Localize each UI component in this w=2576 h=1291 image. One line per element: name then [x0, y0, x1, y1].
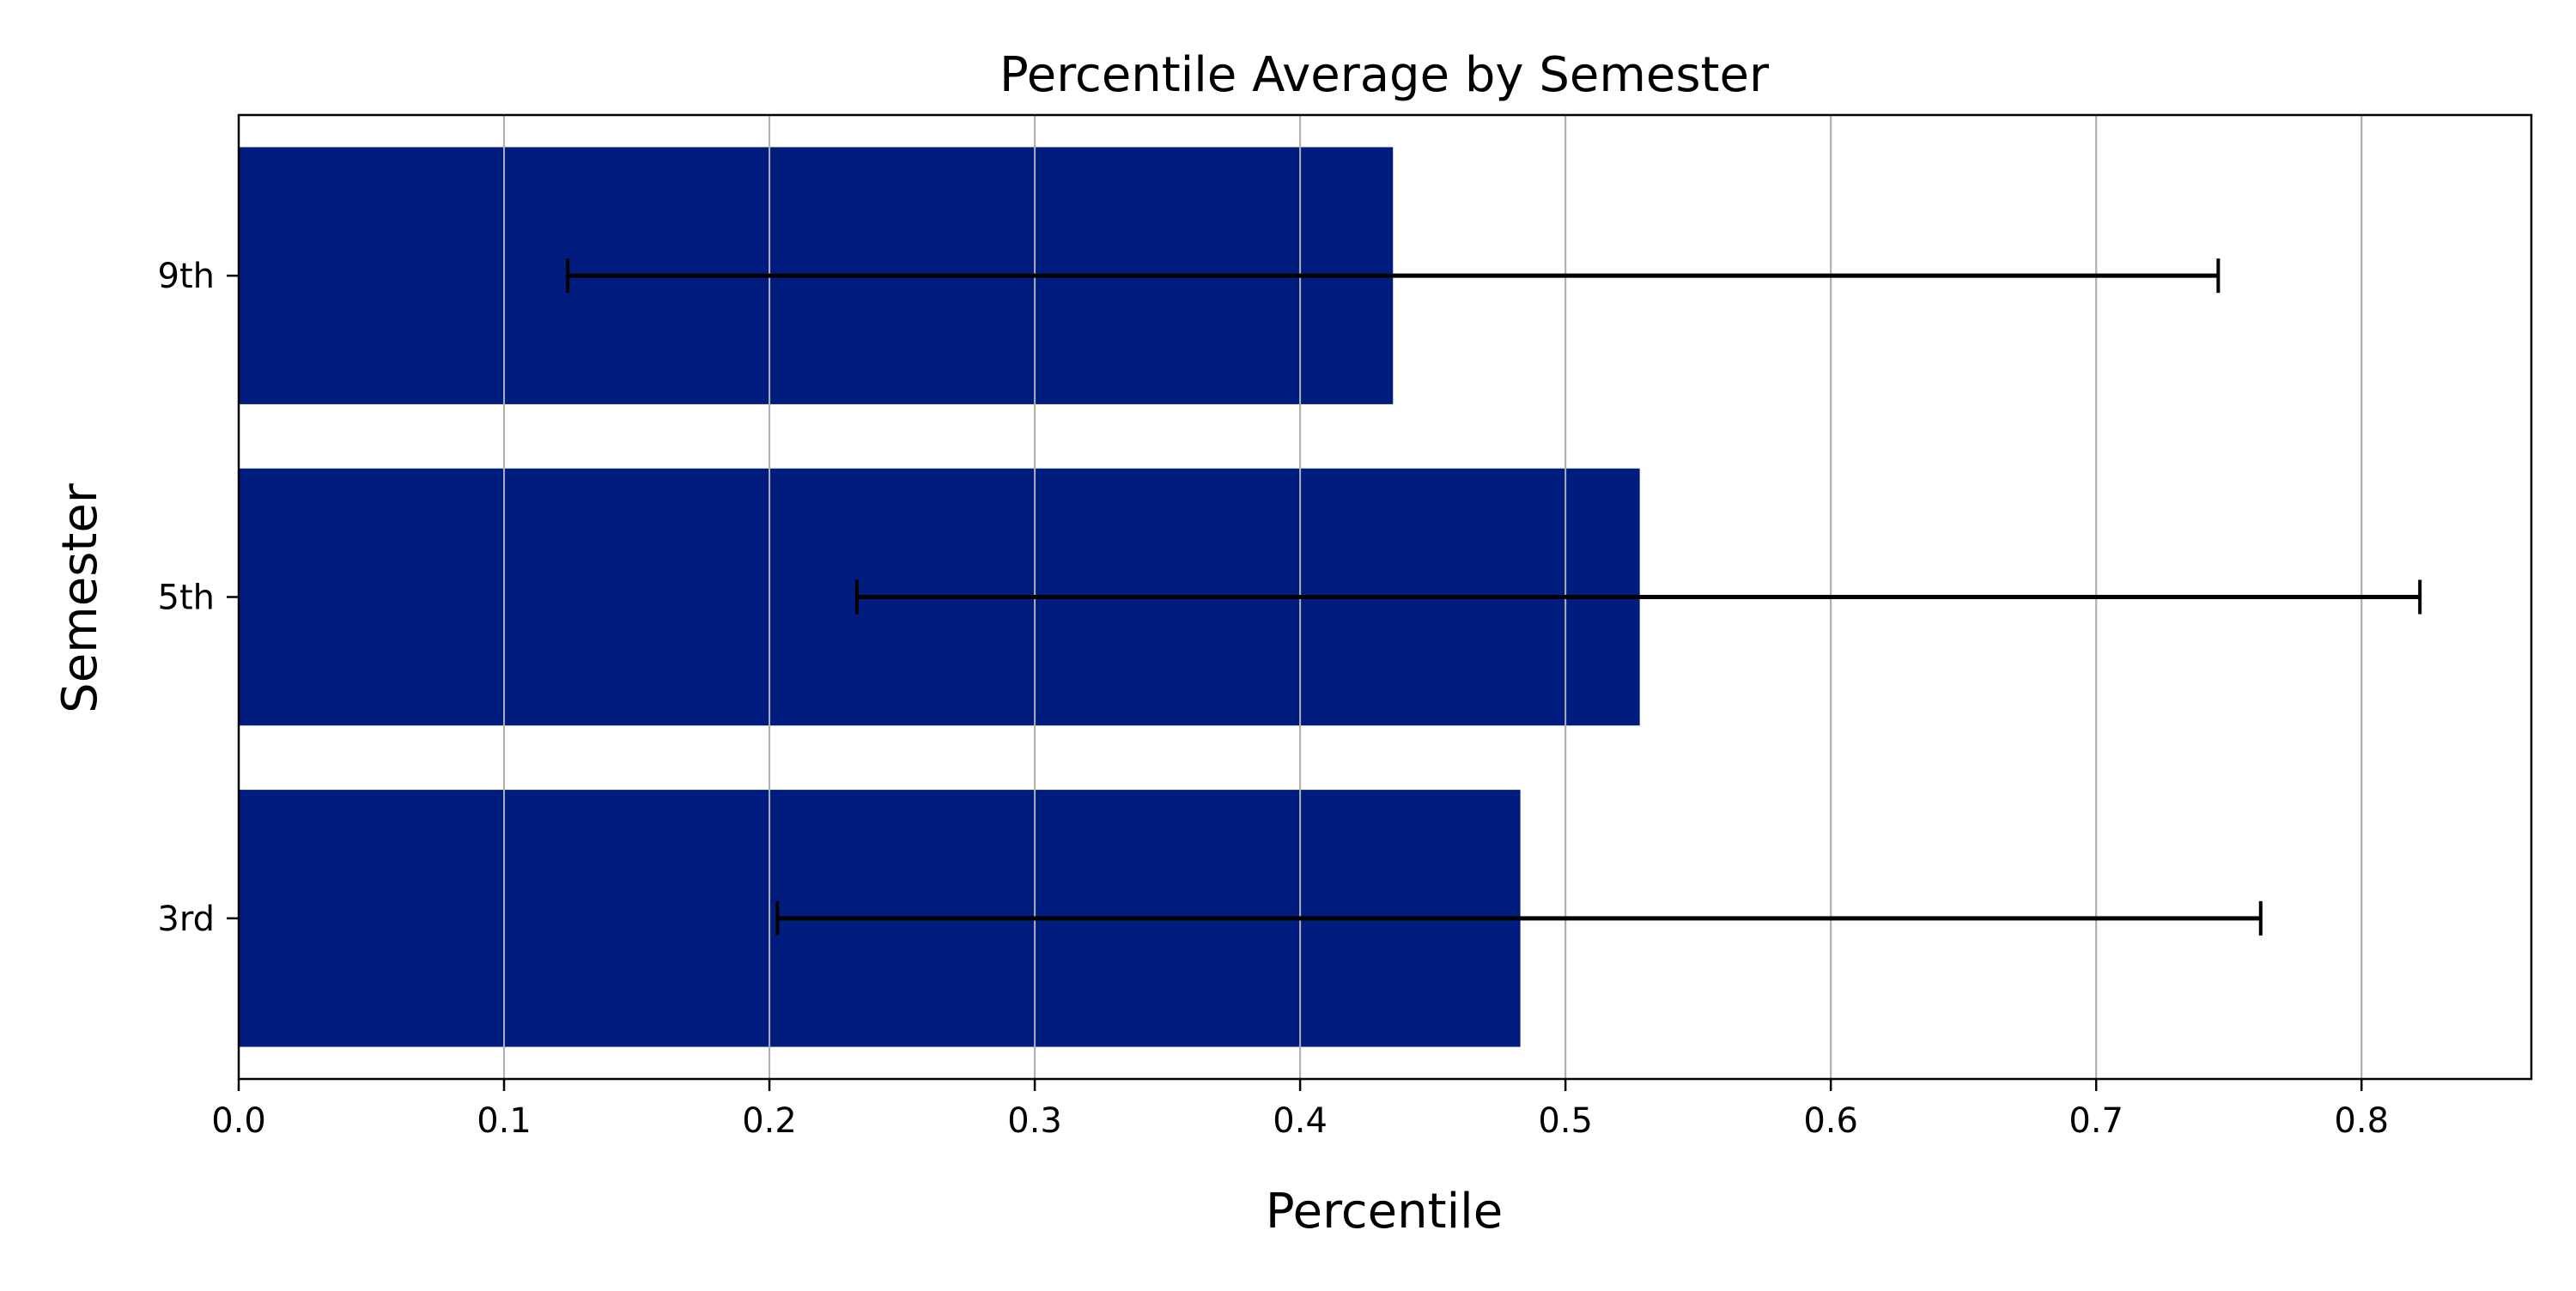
error-bars [566, 258, 2422, 936]
x-tick-label-1: 0.1 [477, 1101, 532, 1141]
y-tick-label-9th: 9th [158, 257, 215, 296]
error-bar-5th [855, 579, 2422, 615]
x-tick-label-8: 0.8 [2334, 1101, 2389, 1141]
x-tick-label-0: 0.0 [211, 1101, 266, 1141]
x-tick-label-7: 0.7 [2069, 1101, 2123, 1141]
error-bar-9th [566, 258, 2221, 294]
x-tick-label-5: 0.5 [1538, 1101, 1593, 1141]
x-tick-label-3: 0.3 [1007, 1101, 1062, 1141]
y-tick-label-3rd: 3rd [157, 900, 215, 939]
x-axis-label: Percentile [1266, 1184, 1503, 1239]
y-tick-label-5th: 5th [158, 579, 215, 618]
x-tick-label-4: 0.4 [1273, 1101, 1327, 1141]
axes: 0.0 0.1 0.2 0.3 0.4 0.5 0.6 0.7 0.8 3rd 5th 9th [157, 113, 2533, 1141]
chart-title: Percentile Average by Semester [999, 47, 1770, 103]
x-tick-label-6: 0.6 [1803, 1101, 1858, 1141]
x-tick-label-2: 0.2 [742, 1101, 797, 1141]
y-axis-label: Semester [52, 482, 108, 713]
error-bar-3rd [775, 900, 2263, 936]
